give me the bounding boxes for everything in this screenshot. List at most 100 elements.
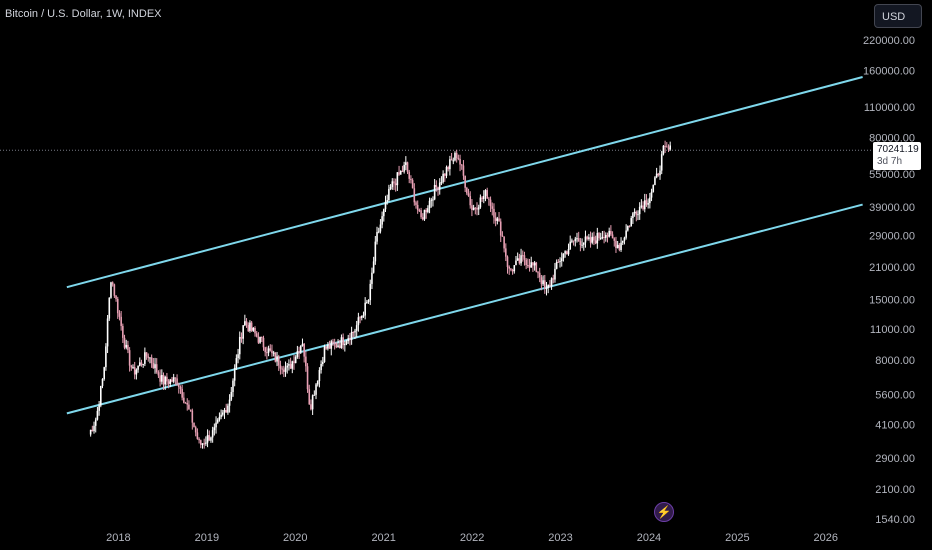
candle (128, 347, 131, 372)
candle (445, 165, 448, 179)
candle (577, 231, 580, 242)
candle (606, 232, 609, 243)
candle (89, 429, 92, 437)
candle (166, 372, 168, 386)
candle (315, 383, 317, 400)
price-axis[interactable]: 220000.00 160000.00 110000.00 80000.00 55000… (863, 35, 915, 526)
candle (94, 417, 97, 433)
candle (415, 200, 417, 209)
candle (367, 299, 370, 304)
candle (252, 326, 255, 332)
y-tick-label: 110000.00 (864, 102, 915, 114)
candle (162, 372, 165, 390)
candle (230, 386, 233, 402)
candle (259, 336, 261, 344)
candle (637, 210, 639, 221)
candle (535, 261, 538, 273)
x-tick-label: 2022 (460, 532, 484, 544)
y-tick-label: 1540.00 (875, 514, 915, 526)
candle (566, 250, 568, 255)
candle (430, 197, 433, 208)
candle (515, 255, 517, 266)
candle (379, 219, 382, 234)
candle (245, 318, 248, 328)
candle (664, 140, 666, 153)
channel-lines[interactable] (66, 76, 863, 415)
y-tick-label: 2100.00 (875, 484, 915, 496)
candle (345, 339, 348, 346)
candle (330, 339, 333, 356)
candle (281, 366, 283, 375)
candle (471, 199, 473, 217)
candle (171, 376, 173, 383)
candle (264, 346, 266, 357)
candle (364, 297, 366, 320)
y-tick-label: 80000.00 (869, 133, 915, 145)
y-tick-label: 220000.00 (863, 35, 915, 47)
flash-icon[interactable]: ⚡ (654, 502, 674, 522)
candle (211, 426, 214, 443)
candle (161, 369, 163, 385)
candle (455, 149, 458, 163)
candle (271, 344, 273, 357)
candle (579, 237, 582, 252)
candle (233, 364, 236, 387)
candle (320, 360, 322, 374)
candle (115, 295, 117, 302)
candle (559, 257, 561, 268)
candle (157, 370, 160, 379)
time-axis[interactable]: 2018 2019 2020 2021 2022 2023 2024 2025 2026 (106, 532, 838, 544)
candle (174, 377, 177, 386)
currency-button[interactable]: USD (874, 4, 922, 28)
candle (582, 242, 585, 251)
candle (366, 299, 368, 304)
candle (454, 151, 456, 162)
candle (496, 216, 499, 225)
candle (438, 178, 441, 195)
symbol-title[interactable]: Bitcoin / U.S. Dollar, 1W, INDEX (5, 8, 162, 20)
candle (666, 142, 668, 148)
channel-line-lower[interactable] (66, 203, 863, 415)
candle (93, 421, 95, 434)
candle (294, 355, 297, 364)
candle (440, 176, 443, 186)
candle (460, 163, 463, 170)
candle (611, 231, 614, 239)
candle (398, 165, 400, 176)
candle (596, 227, 599, 249)
candle (491, 202, 494, 216)
candle (449, 155, 451, 176)
candle (293, 354, 295, 370)
candle (472, 204, 475, 211)
bar-countdown: 3d 7h (877, 156, 903, 167)
candle (594, 235, 597, 245)
candle (196, 428, 199, 440)
candle (127, 340, 129, 354)
candle (247, 322, 250, 333)
price-candles (89, 140, 671, 449)
candle (186, 398, 189, 411)
candle (442, 170, 444, 184)
candle (130, 364, 133, 371)
candle (635, 210, 638, 222)
candle (194, 425, 197, 437)
candle (206, 429, 209, 448)
y-tick-label: 21000.00 (869, 262, 915, 274)
candle (437, 186, 439, 196)
candle (272, 350, 275, 357)
candle (213, 423, 216, 436)
candle (549, 280, 551, 288)
candle (289, 357, 292, 369)
candle (562, 253, 565, 262)
candle (118, 310, 121, 321)
candle (105, 343, 107, 371)
candle (386, 194, 388, 205)
candle (538, 267, 541, 283)
candle (447, 165, 449, 172)
candle (421, 213, 424, 221)
candle (569, 235, 572, 250)
candle (532, 262, 534, 272)
candle (560, 252, 563, 267)
candle (144, 347, 146, 367)
